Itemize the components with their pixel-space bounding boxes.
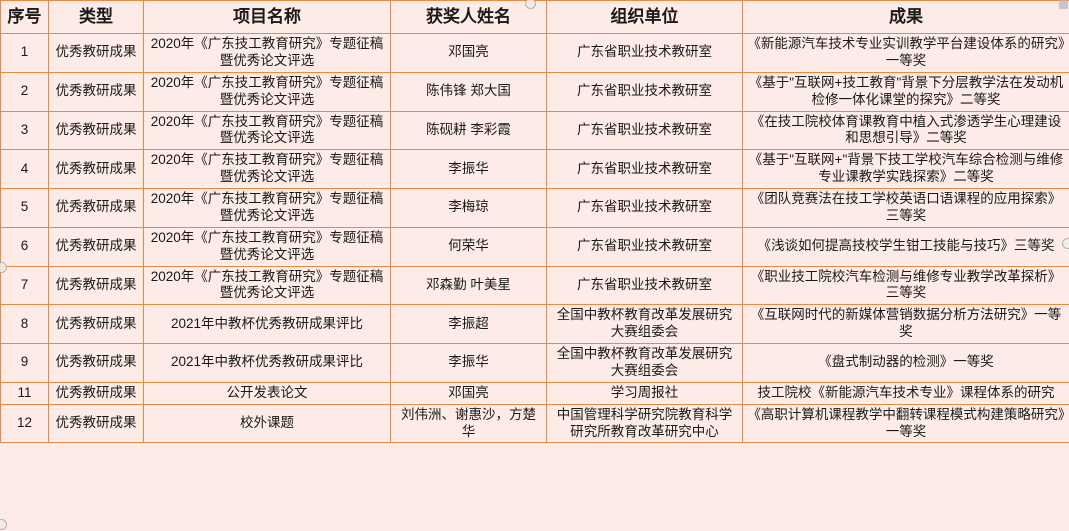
table-row: 7 优秀教研成果 2020年《广东技工教育研究》专题征稿暨优秀论文评选 邓森勤 叶美星… [0, 265, 1069, 306]
table-row: 6 优秀教研成果 2020年《广东技工教育研究》专题征稿暨优秀论文评选 何荣华 广东省职… [0, 226, 1069, 267]
cell-org: 广东省职业技术教研室 [546, 33, 743, 73]
cell-seq: 4 [0, 149, 49, 189]
selection-handle-right[interactable] [1062, 238, 1069, 249]
award-results-table: 序号 类型 项目名称 获奖人姓名 组织单位 成果 1 优秀教研成果 2020年《广东… [0, 0, 1069, 444]
cell-winner: 邓森勤 叶美星 [390, 265, 547, 306]
cell-result: 《高职计算机课程教学中翻转课程模式构建策略研究》一等奖 [742, 403, 1069, 444]
cell-project: 2020年《广东技工教育研究》专题征稿暨优秀论文评选 [143, 188, 391, 228]
cell-type: 优秀教研成果 [48, 265, 144, 306]
cell-type: 优秀教研成果 [48, 71, 144, 112]
cell-result: 《新能源汽车技术专业实训教学平台建设体系的研究》一等奖 [742, 33, 1069, 73]
table-row: 1 优秀教研成果 2020年《广东技工教育研究》专题征稿暨优秀论文评选 邓国亮 广东省职… [0, 33, 1069, 73]
cell-seq: 12 [0, 403, 49, 444]
column-header-winner: 获奖人姓名 [390, 0, 547, 34]
table-body: 1 优秀教研成果 2020年《广东技工教育研究》专题征稿暨优秀论文评选 邓国亮 广东省职… [0, 33, 1069, 444]
cell-org: 广东省职业技术教研室 [546, 110, 743, 151]
cell-winner: 刘伟洲、谢惠沙，方楚华 [390, 403, 547, 444]
cell-seq: 1 [0, 33, 49, 73]
cell-type: 优秀教研成果 [48, 304, 144, 344]
table-row: 5 优秀教研成果 2020年《广东技工教育研究》专题征稿暨优秀论文评选 李梅琼 广东省职… [0, 188, 1069, 228]
cell-seq: 3 [0, 110, 49, 151]
cell-winner: 陈伟锋 郑大国 [390, 71, 547, 112]
table-row: 11 优秀教研成果 公开发表论文 邓国亮 学习周报社 技工院校《新能源汽车技术专业》课程体… [0, 381, 1069, 405]
table-row: 8 优秀教研成果 2021年中教杯优秀教研成果评比 李振超 全国中教杯教育改革发展研究大… [0, 304, 1069, 344]
column-header-type: 类型 [48, 0, 144, 34]
cell-project: 2020年《广东技工教育研究》专题征稿暨优秀论文评选 [143, 110, 391, 151]
cell-winner: 邓国亮 [390, 381, 547, 405]
cell-project: 2021年中教杯优秀教研成果评比 [143, 304, 391, 344]
table-row: 4 优秀教研成果 2020年《广东技工教育研究》专题征稿暨优秀论文评选 李振华 广东省职… [0, 149, 1069, 189]
cell-org: 广东省职业技术教研室 [546, 149, 743, 189]
cell-result: 《基于"互联网+技工教育"背景下分层教学法在发动机检修一体化课堂的探究》二等奖 [742, 71, 1069, 112]
column-header-seq: 序号 [0, 0, 49, 34]
cell-seq: 5 [0, 188, 49, 228]
cell-seq: 2 [0, 71, 49, 112]
cell-result: 技工院校《新能源汽车技术专业》课程体系的研究 [742, 381, 1069, 405]
cell-winner: 李振华 [390, 149, 547, 189]
cell-org: 全国中教杯教育改革发展研究大赛组委会 [546, 343, 743, 383]
table-header: 序号 类型 项目名称 获奖人姓名 组织单位 成果 [0, 0, 1069, 34]
cell-result: 《互联网时代的新媒体营销数据分析方法研究》一等奖 [742, 304, 1069, 344]
cell-type: 优秀教研成果 [48, 403, 144, 444]
column-header-org: 组织单位 [546, 0, 743, 34]
column-header-project: 项目名称 [143, 0, 391, 34]
cell-org: 中国管理科学研究院教育科学研究所教育改革研究中心 [546, 403, 743, 444]
table-row: 12 优秀教研成果 校外课题 刘伟洲、谢惠沙，方楚华 中国管理科学研究院教育科学研究所教… [0, 403, 1069, 444]
cell-type: 优秀教研成果 [48, 33, 144, 73]
cell-winner: 李梅琼 [390, 188, 547, 228]
cell-seq: 6 [0, 226, 49, 267]
cell-org: 广东省职业技术教研室 [546, 188, 743, 228]
cell-type: 优秀教研成果 [48, 381, 144, 405]
cell-type: 优秀教研成果 [48, 149, 144, 189]
cell-result: 《基于"互联网+"背景下技工学校汽车综合检测与维修专业课教学实践探索》二等奖 [742, 149, 1069, 189]
cell-project: 2020年《广东技工教育研究》专题征稿暨优秀论文评选 [143, 265, 391, 306]
cell-winner: 李振华 [390, 343, 547, 383]
cell-result: 《职业技工院校汽车检测与维修专业教学改革探析》三等奖 [742, 265, 1069, 306]
cell-seq: 7 [0, 265, 49, 306]
table-header-row: 序号 类型 项目名称 获奖人姓名 组织单位 成果 [0, 0, 1069, 34]
cell-winner: 何荣华 [390, 226, 547, 267]
cell-org: 全国中教杯教育改革发展研究大赛组委会 [546, 304, 743, 344]
cell-org: 广东省职业技术教研室 [546, 226, 743, 267]
cell-project: 2020年《广东技工教育研究》专题征稿暨优秀论文评选 [143, 71, 391, 112]
cell-result: 《浅谈如何提高技校学生钳工技能与技巧》三等奖 [742, 226, 1069, 267]
cell-org: 广东省职业技术教研室 [546, 71, 743, 112]
cell-project: 公开发表论文 [143, 381, 391, 405]
cell-result: 《团队竞赛法在技工学校英语口语课程的应用探索》三等奖 [742, 188, 1069, 228]
cell-type: 优秀教研成果 [48, 110, 144, 151]
cell-org: 广东省职业技术教研室 [546, 265, 743, 306]
cell-result: 《在技工院校体育课教育中植入式渗透学生心理建设和思想引导》二等奖 [742, 110, 1069, 151]
selection-handle-top[interactable] [525, 0, 536, 9]
cell-project: 2021年中教杯优秀教研成果评比 [143, 343, 391, 383]
cell-seq: 9 [0, 343, 49, 383]
cell-project: 2020年《广东技工教育研究》专题征稿暨优秀论文评选 [143, 226, 391, 267]
cell-type: 优秀教研成果 [48, 226, 144, 267]
cell-project: 2020年《广东技工教育研究》专题征稿暨优秀论文评选 [143, 33, 391, 73]
table-row: 3 优秀教研成果 2020年《广东技工教育研究》专题征稿暨优秀论文评选 陈砚耕 李彩霞… [0, 110, 1069, 151]
table-row: 2 优秀教研成果 2020年《广东技工教育研究》专题征稿暨优秀论文评选 陈伟锋 郑大国… [0, 71, 1069, 112]
selection-handle-bottom[interactable] [0, 519, 7, 530]
cell-project: 2020年《广东技工教育研究》专题征稿暨优秀论文评选 [143, 149, 391, 189]
selection-corner-marker [1059, 0, 1068, 9]
table-row: 9 优秀教研成果 2021年中教杯优秀教研成果评比 李振华 全国中教杯教育改革发展研究大… [0, 343, 1069, 383]
cell-type: 优秀教研成果 [48, 188, 144, 228]
cell-type: 优秀教研成果 [48, 343, 144, 383]
cell-org: 学习周报社 [546, 381, 743, 405]
cell-result: 《盘式制动器的检测》一等奖 [742, 343, 1069, 383]
cell-winner: 陈砚耕 李彩霞 [390, 110, 547, 151]
cell-project: 校外课题 [143, 403, 391, 444]
cell-winner: 李振超 [390, 304, 547, 344]
selection-handle-left[interactable] [0, 262, 7, 273]
cell-seq: 11 [0, 381, 49, 405]
cell-winner: 邓国亮 [390, 33, 547, 73]
column-header-result: 成果 [742, 0, 1069, 34]
cell-seq: 8 [0, 304, 49, 344]
